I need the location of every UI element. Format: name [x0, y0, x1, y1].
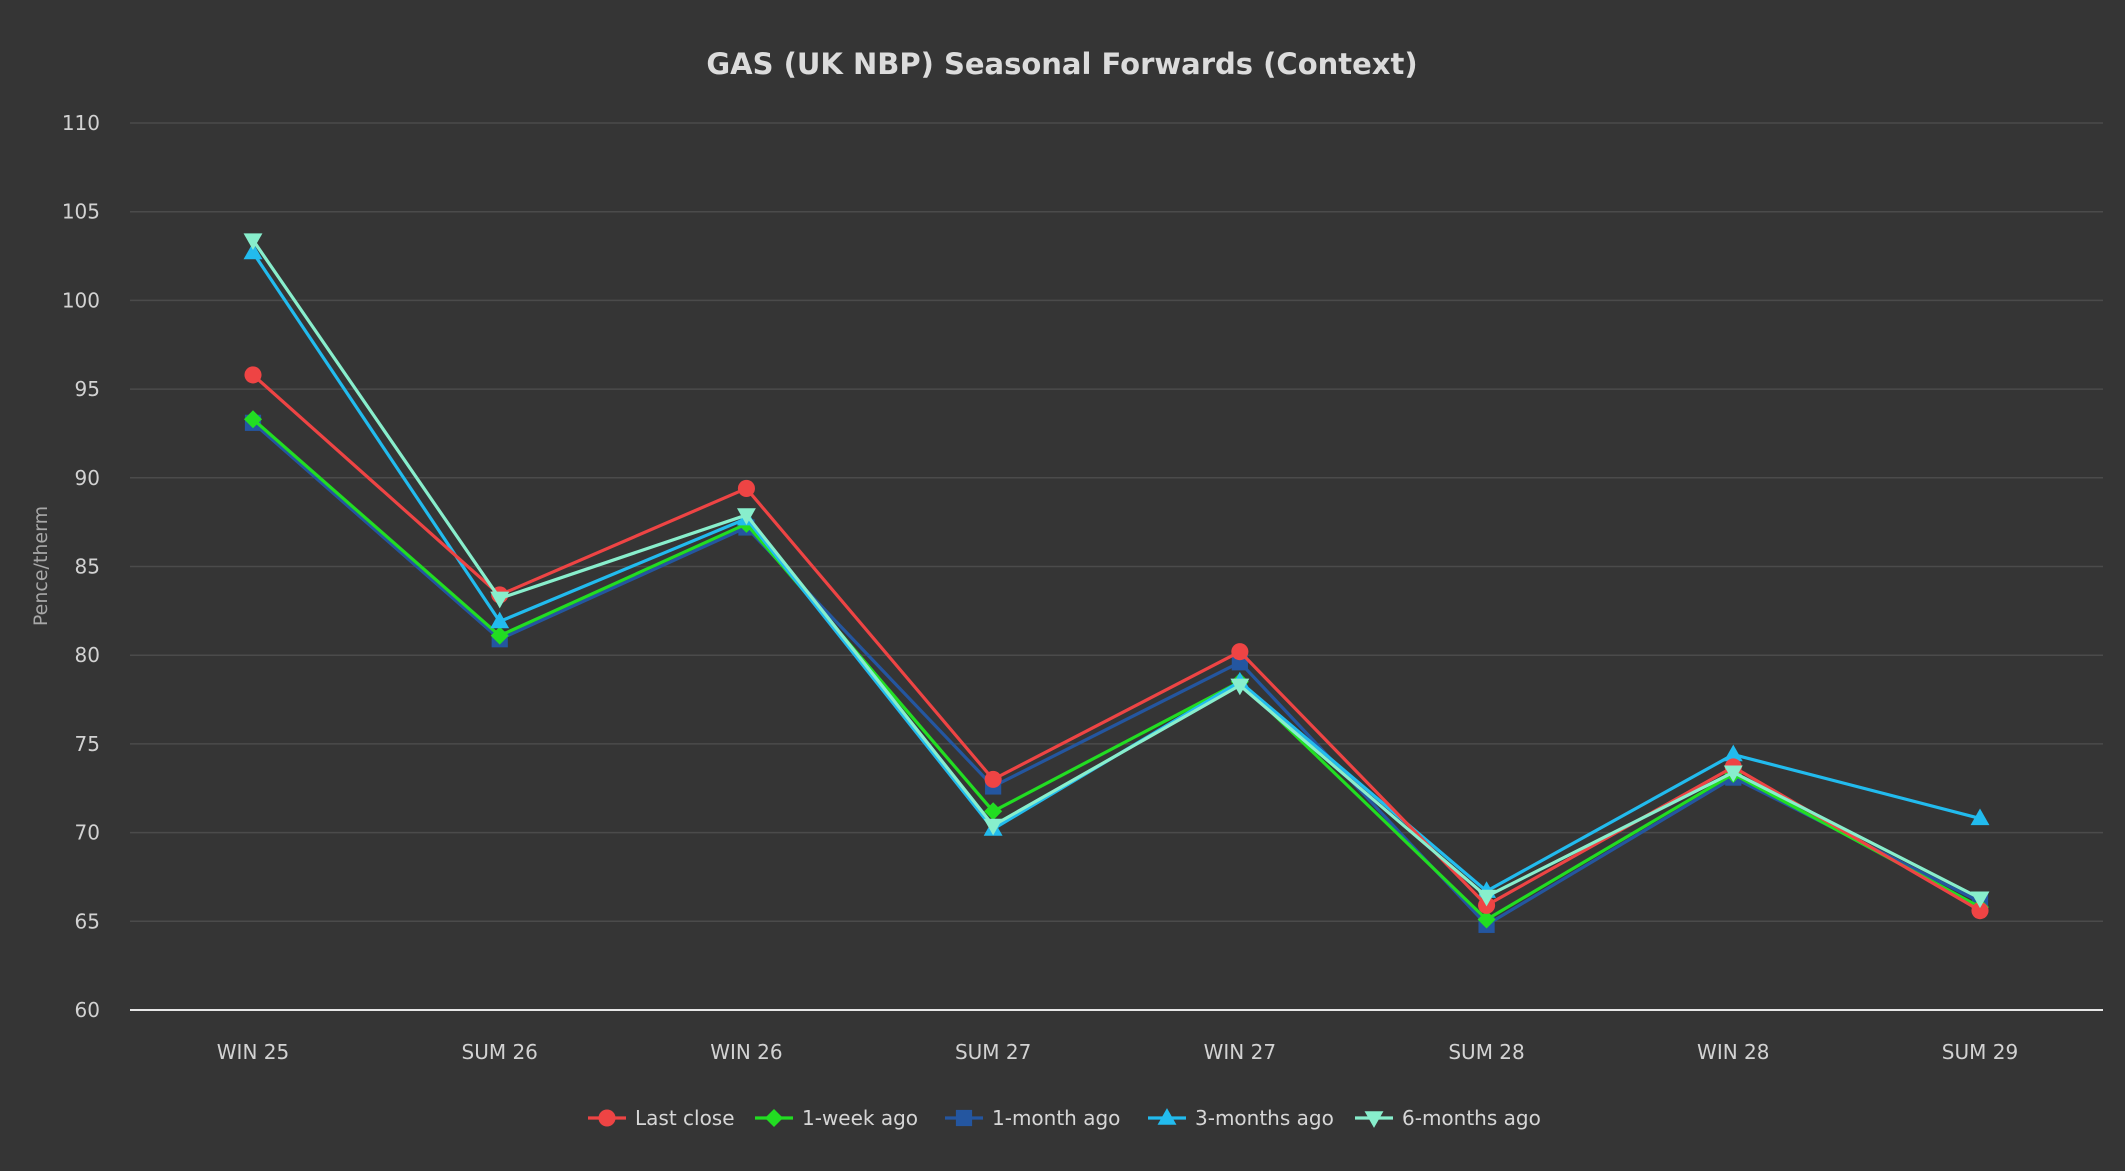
data-point — [737, 479, 755, 497]
series-1-month-ago — [244, 414, 1989, 933]
legend-swatch-marker — [598, 1109, 616, 1127]
legend-label: Last close — [635, 1106, 735, 1130]
data-point — [1723, 744, 1743, 762]
legend-swatch-marker — [1157, 1108, 1177, 1125]
chart-title: GAS (UK NBP) Seasonal Forwards (Context) — [706, 47, 1417, 81]
y-axis: 60 65 70 75 80 85 90 95 100 105 110 — [62, 111, 100, 1022]
series-line-3-months-ago — [251, 250, 1982, 893]
series-1-week-ago — [244, 410, 1989, 929]
legend-label: 6-months ago — [1402, 1106, 1541, 1130]
data-point — [1970, 808, 1990, 826]
series-line-6-months-ago — [251, 238, 1982, 900]
data-point — [244, 410, 262, 429]
x-tick-label: WIN 28 — [1697, 1040, 1769, 1064]
y-tick-label: 110 — [62, 111, 100, 135]
x-tick-label: WIN 26 — [710, 1040, 782, 1064]
legend-swatch-marker — [765, 1109, 783, 1127]
legend-label: 1-week ago — [802, 1106, 918, 1130]
legend-swatch-marker — [1364, 1111, 1384, 1128]
y-tick-label: 100 — [62, 288, 100, 312]
data-point — [1723, 765, 1743, 783]
legend-item: 1-week ago — [755, 1106, 918, 1130]
x-tick-label: SUM 27 — [955, 1040, 1031, 1064]
data-point — [1477, 889, 1497, 907]
data-point — [984, 802, 1003, 821]
legend-item: 3-months ago — [1148, 1106, 1334, 1130]
x-tick-label: WIN 27 — [1204, 1040, 1276, 1064]
x-axis: WIN 25 SUM 26 WIN 26 SUM 27 WIN 27 SUM 28 WIN … — [130, 1009, 2103, 1064]
y-tick-label: 95 — [75, 377, 100, 401]
data-point — [1971, 902, 1989, 920]
grid-layer — [130, 122, 2103, 923]
series-line-1-week-ago — [251, 417, 1982, 922]
data-point — [490, 626, 509, 645]
legend-label: 1-month ago — [992, 1106, 1120, 1130]
data-point — [983, 818, 1003, 836]
data-point — [1230, 678, 1250, 696]
series-line-1-month-ago — [251, 421, 1982, 927]
legend-item: 6-months ago — [1355, 1106, 1541, 1130]
data-point — [490, 611, 510, 629]
y-axis-label: Pence/therm — [30, 506, 52, 626]
y-tick-label: 65 — [75, 909, 100, 933]
x-tick-label: WIN 25 — [217, 1040, 289, 1064]
series-3-months-ago — [243, 242, 1990, 898]
legend: Last close 1-week ago 1-month ago 3-months … — [588, 1106, 1541, 1130]
y-tick-label: 60 — [75, 998, 100, 1022]
data-point — [490, 591, 510, 609]
y-tick-label: 70 — [75, 821, 100, 845]
data-point — [243, 233, 263, 250]
data-point — [244, 366, 262, 384]
series-6-months-ago — [243, 233, 1990, 909]
data-point — [243, 242, 263, 260]
legend-swatch-marker — [955, 1109, 973, 1127]
legend-label: 3-months ago — [1195, 1106, 1334, 1130]
series-line-last-close — [251, 373, 1982, 913]
series-layer — [243, 233, 1990, 933]
x-tick-label: SUM 26 — [462, 1040, 538, 1064]
x-tick-label: SUM 29 — [1942, 1040, 2018, 1064]
x-tick-label: SUM 28 — [1448, 1040, 1524, 1064]
y-tick-label: 75 — [75, 732, 100, 756]
y-tick-label: 105 — [62, 200, 100, 224]
y-tick-label: 80 — [75, 643, 100, 667]
data-point — [1231, 643, 1249, 661]
data-point — [1970, 891, 1990, 909]
legend-item: Last close — [588, 1106, 735, 1130]
y-tick-label: 85 — [75, 555, 100, 579]
data-point — [984, 770, 1002, 788]
y-tick-label: 90 — [75, 466, 100, 490]
data-point — [736, 508, 756, 525]
data-point — [1477, 910, 1496, 929]
legend-item: 1-month ago — [945, 1106, 1120, 1130]
